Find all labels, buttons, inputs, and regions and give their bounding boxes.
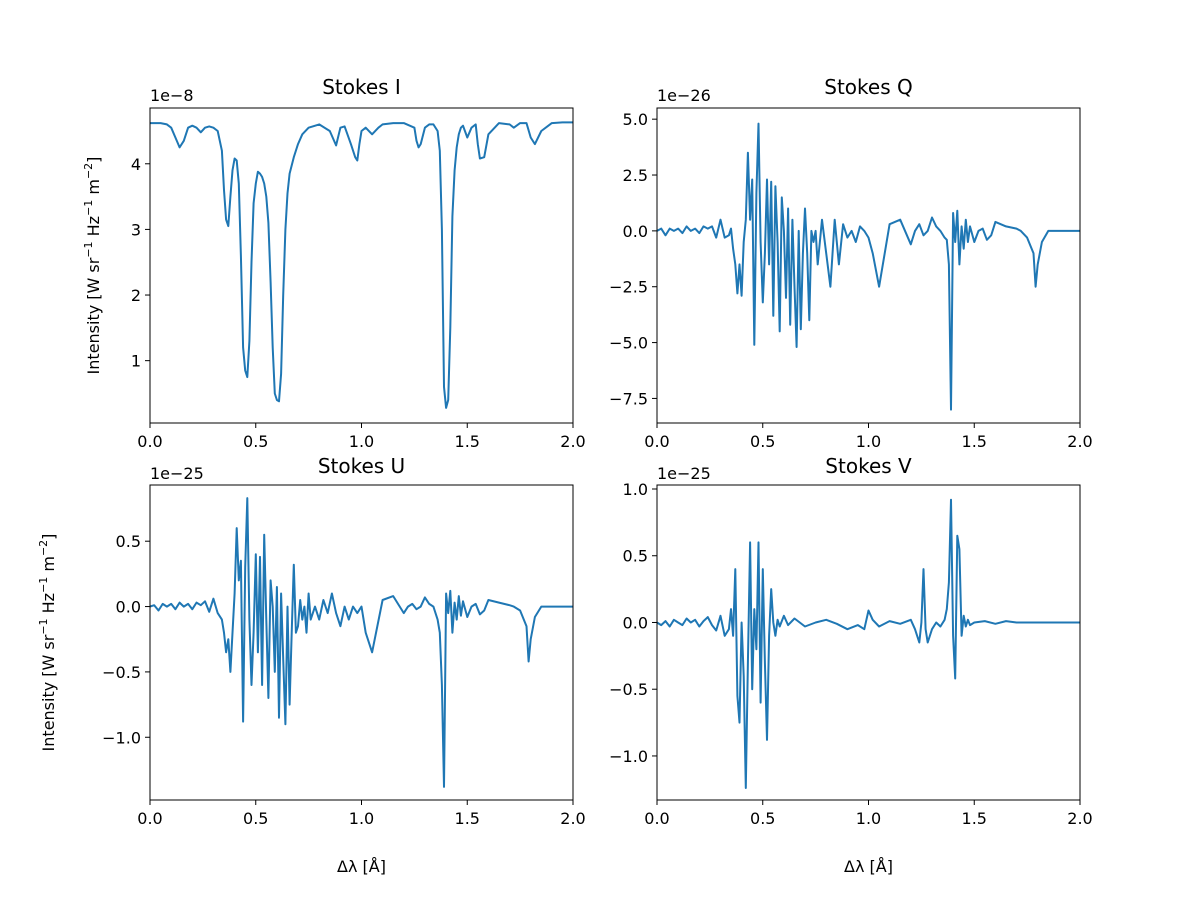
offset-text: 1e−25 bbox=[150, 464, 204, 483]
series-line bbox=[150, 121, 573, 409]
x-tick-label: 1.0 bbox=[856, 809, 881, 828]
panel-title: Stokes Q bbox=[824, 75, 912, 99]
x-tick-label: 0.0 bbox=[644, 809, 669, 828]
x-tick-label: 0.5 bbox=[750, 432, 775, 451]
panel-stokes-v: Stokes V 1e−25 0.0 0.5 1.0 1.5 2.0−1.0−0.50.… bbox=[609, 454, 1093, 876]
x-tick-label: 2.0 bbox=[560, 432, 585, 451]
x-tick-label: 0.5 bbox=[750, 809, 775, 828]
x-axis-label: Δλ [Å] bbox=[337, 857, 386, 876]
x-tick-label: 2.0 bbox=[1067, 432, 1092, 451]
y-tick-label: 0.5 bbox=[623, 547, 648, 566]
offset-text: 1e−8 bbox=[150, 86, 194, 105]
panel-stokes-i: Stokes I 1e−8 0.0 0.5 1.0 1.5 2.0 1 2 3 4 Intens… bbox=[82, 75, 586, 451]
plot-area: 0.0 0.5 1.0 1.5 2.0 1 2 3 4 bbox=[131, 107, 586, 451]
y-tick-label: 0.0 bbox=[116, 598, 141, 617]
y-tick-label: 0.0 bbox=[623, 222, 648, 241]
x-tick-label: 1.5 bbox=[962, 432, 987, 451]
y-tick-label: 1 bbox=[131, 352, 141, 371]
panel-title: Stokes I bbox=[322, 75, 401, 99]
y-tick-label: 5.0 bbox=[623, 110, 648, 129]
x-tick-label: 1.0 bbox=[349, 809, 374, 828]
y-tick-label: 4 bbox=[131, 155, 141, 174]
x-tick-label: 2.0 bbox=[560, 809, 585, 828]
x-tick-label: 0.0 bbox=[137, 432, 162, 451]
y-tick-label: 2.5 bbox=[623, 166, 648, 185]
x-axis-label: Δλ [Å] bbox=[844, 857, 893, 876]
x-tick-label: 2.0 bbox=[1067, 809, 1092, 828]
series-line bbox=[656, 498, 1080, 789]
y-tick-label: −7.5 bbox=[609, 389, 648, 408]
y-tick-label: 3 bbox=[131, 220, 141, 239]
x-tick-label: 0.0 bbox=[137, 809, 162, 828]
plot-area: 0.0 0.5 1.0 1.5 2.0 −7.5 −5.0 −2.5 0.0 2.5 5.0 bbox=[609, 107, 1093, 451]
y-tick-label: 1.0 bbox=[623, 480, 648, 499]
x-tick-label: 0.0 bbox=[644, 432, 669, 451]
panel-stokes-q: Stokes Q 1e−26 0.0 0.5 1.0 1.5 2.0 −7.5 −5.0 −2… bbox=[609, 75, 1093, 451]
y-tick-label: −1.0 bbox=[102, 728, 141, 747]
x-tick-label: 1.5 bbox=[455, 809, 480, 828]
y-tick-label: −0.5 bbox=[102, 663, 141, 682]
x-tick-label: 0.5 bbox=[243, 809, 268, 828]
offset-text: 1e−26 bbox=[657, 86, 711, 105]
y-tick-label: −2.5 bbox=[609, 278, 648, 297]
panel-title: Stokes U bbox=[318, 454, 405, 478]
y-tick-label: −1.0 bbox=[609, 747, 648, 766]
x-tick-label: 0.5 bbox=[243, 432, 268, 451]
offset-text: 1e−25 bbox=[657, 464, 711, 483]
panel-stokes-u: Stokes U 1e−25 0.0 0.5 1.0 1.5 2.0−1.0−0.50.… bbox=[37, 454, 586, 876]
panel-title: Stokes V bbox=[825, 454, 912, 478]
x-tick-label: 1.0 bbox=[349, 432, 374, 451]
y-axis-label: Intensity [W sr−1​ Hz−1​ m−2​] bbox=[37, 534, 58, 752]
x-tick-label: 1.5 bbox=[455, 432, 480, 451]
y-tick-label: −0.5 bbox=[609, 680, 648, 699]
x-tick-label: 1.5 bbox=[962, 809, 987, 828]
series-line bbox=[656, 122, 1080, 411]
plot-area: 0.0 0.5 1.0 1.5 2.0 −1.0 −0.5 0.0 0.5 1.0 bbox=[609, 480, 1093, 828]
y-tick-label: 0.0 bbox=[623, 613, 648, 632]
x-tick-label: 1.0 bbox=[856, 432, 881, 451]
y-tick-label: −5.0 bbox=[609, 334, 648, 353]
y-tick-label: 0.5 bbox=[116, 532, 141, 551]
series-line bbox=[149, 497, 573, 788]
plot-area: 0.0 0.5 1.0 1.5 2.0 −1.0 −0.5 0.0 0.5 bbox=[102, 484, 586, 828]
y-tick-label: 2 bbox=[131, 286, 141, 305]
y-axis-label: Intensity [W sr−1​ Hz−1​ m−2​] bbox=[82, 157, 103, 375]
